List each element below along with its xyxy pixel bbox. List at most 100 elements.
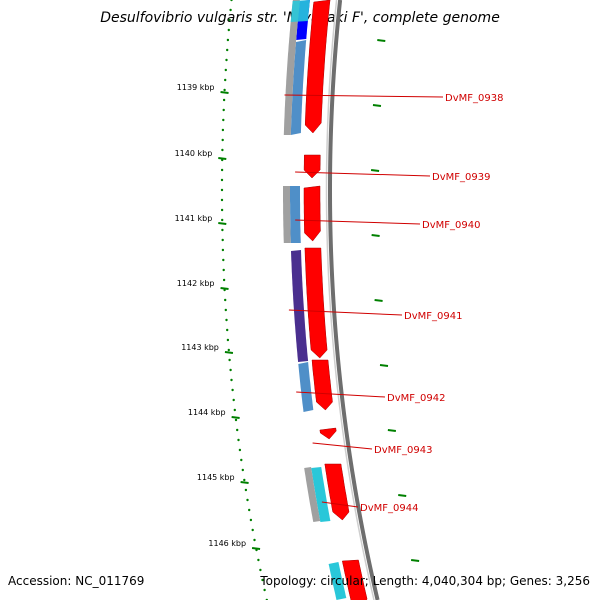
- feature-block: [290, 40, 307, 135]
- scale-dot: [246, 498, 249, 502]
- scale-dot: [220, 208, 224, 212]
- track-tick: [379, 364, 389, 367]
- scale-dot: [221, 138, 224, 142]
- scale-dot: [223, 88, 226, 92]
- scale-dot: [233, 408, 236, 412]
- scale-dot: [220, 168, 224, 172]
- scale-dot: [244, 488, 248, 492]
- genome-backbone: [325, 0, 420, 600]
- scale-dot: [237, 438, 240, 442]
- gene-leader-line: [295, 171, 431, 177]
- gene-leader-line: [288, 309, 403, 316]
- scale-dot: [222, 108, 225, 112]
- scale-dot: [220, 198, 224, 202]
- scale-ticks: 1139 kbp 1140 kbp 1141 kbp 1142 kbp 1143 kbp…: [175, 83, 261, 550]
- gene-label: DvMF_0938: [445, 93, 503, 104]
- scale-dot: [248, 508, 251, 512]
- scale-dot: [240, 458, 243, 462]
- gene-arrow-icon: [341, 559, 368, 600]
- track-tick: [372, 104, 382, 107]
- scale-dot: [229, 368, 232, 372]
- scale-dot: [221, 128, 225, 132]
- track-tick: [371, 234, 380, 237]
- gene-arrow-icon: [303, 154, 321, 179]
- scale-dot: [224, 68, 227, 72]
- gene-label: DvMF_0942: [387, 393, 445, 404]
- scale-tick-label: 1144 kbp: [188, 408, 226, 417]
- scale-dot: [220, 188, 224, 192]
- feature-block: [291, 250, 309, 362]
- gene-leader-line: [295, 219, 421, 225]
- scale-dot: [221, 238, 224, 242]
- scale-tick-label: 1139 kbp: [177, 83, 215, 92]
- scale-dot: [220, 178, 224, 182]
- scale-dot: [224, 308, 227, 312]
- track-tick: [410, 559, 420, 562]
- gene-leader-line: [296, 391, 386, 398]
- scale-dot: [221, 148, 224, 152]
- scale-dot: [222, 98, 226, 102]
- feature-block: [290, 186, 301, 243]
- scale-dot: [229, 8, 232, 12]
- scale-tick-label: 1145 kbp: [197, 473, 235, 482]
- scale-tick-label: 1140 kbp: [175, 149, 213, 158]
- scale-dot: [222, 258, 225, 262]
- scale-dot: [226, 328, 229, 332]
- track-tick: [387, 429, 396, 432]
- scale-dot: [221, 228, 224, 232]
- gene-leader-line: [312, 442, 373, 450]
- feature-block: [283, 186, 291, 243]
- scale-dot: [251, 528, 254, 532]
- gene-label: DvMF_0940: [422, 220, 480, 231]
- scale-dot: [249, 518, 253, 522]
- scale-dot: [261, 578, 264, 582]
- scale-dot: [222, 118, 225, 122]
- scale-tick-label: 1143 kbp: [181, 343, 219, 352]
- scale-dot: [253, 538, 256, 542]
- feature-block: [298, 362, 314, 412]
- gene-label: DvMF_0943: [374, 445, 432, 456]
- scale-dot: [226, 48, 229, 52]
- gene-arrow-icon: [304, 247, 328, 359]
- feature-block: [328, 562, 347, 600]
- gene-arrow-icon: [303, 185, 321, 242]
- feature-block: [283, 0, 300, 135]
- scale-dot: [230, 0, 233, 2]
- feature-tracks: [283, 0, 368, 600]
- scale-dot: [241, 468, 244, 472]
- scale-dot: [225, 58, 228, 62]
- scale-tick: [220, 91, 229, 94]
- gene-arrow-icon: [319, 427, 337, 440]
- scale-dot: [231, 388, 234, 392]
- feature-block: [311, 467, 331, 522]
- genome-summary-text: Topology: circular; Length: 4,040,304 bp…: [260, 574, 590, 588]
- scale-tick: [224, 351, 234, 354]
- track-tick: [370, 169, 380, 172]
- scale-dot: [259, 568, 262, 572]
- scale-dot: [224, 78, 227, 82]
- gene-arrow-icon: [324, 463, 350, 521]
- scale-tick: [251, 547, 261, 550]
- scale-dot: [227, 28, 230, 32]
- gene-label: DvMF_0944: [360, 503, 418, 514]
- scale-dot: [234, 418, 238, 422]
- track-tick: [377, 39, 386, 42]
- scale-dot: [222, 278, 226, 282]
- scale-tick-label: 1142 kbp: [177, 279, 215, 288]
- scale-dot: [221, 218, 224, 222]
- gene-arrow-icon: [311, 359, 333, 411]
- scale-dot: [238, 448, 242, 452]
- scale-tick-label: 1146 kbp: [208, 539, 246, 548]
- scale-dot: [222, 268, 225, 272]
- genome-backbone-arc: [328, 0, 380, 600]
- gene-labels: DvMF_0938 DvMF_0939 DvMF_0940 DvMF_0941 DvMF…: [284, 93, 503, 514]
- scale-dot: [232, 398, 235, 402]
- gene-arrow-icon: [304, 0, 331, 134]
- scale-dot: [228, 358, 231, 362]
- gene-label: DvMF_0939: [432, 172, 490, 183]
- scale-dot: [236, 428, 239, 432]
- gene-leader-line: [321, 501, 359, 508]
- scale-dot: [228, 18, 231, 22]
- genome-backbone-highlight: [325, 0, 375, 600]
- scale-dot: [221, 248, 225, 252]
